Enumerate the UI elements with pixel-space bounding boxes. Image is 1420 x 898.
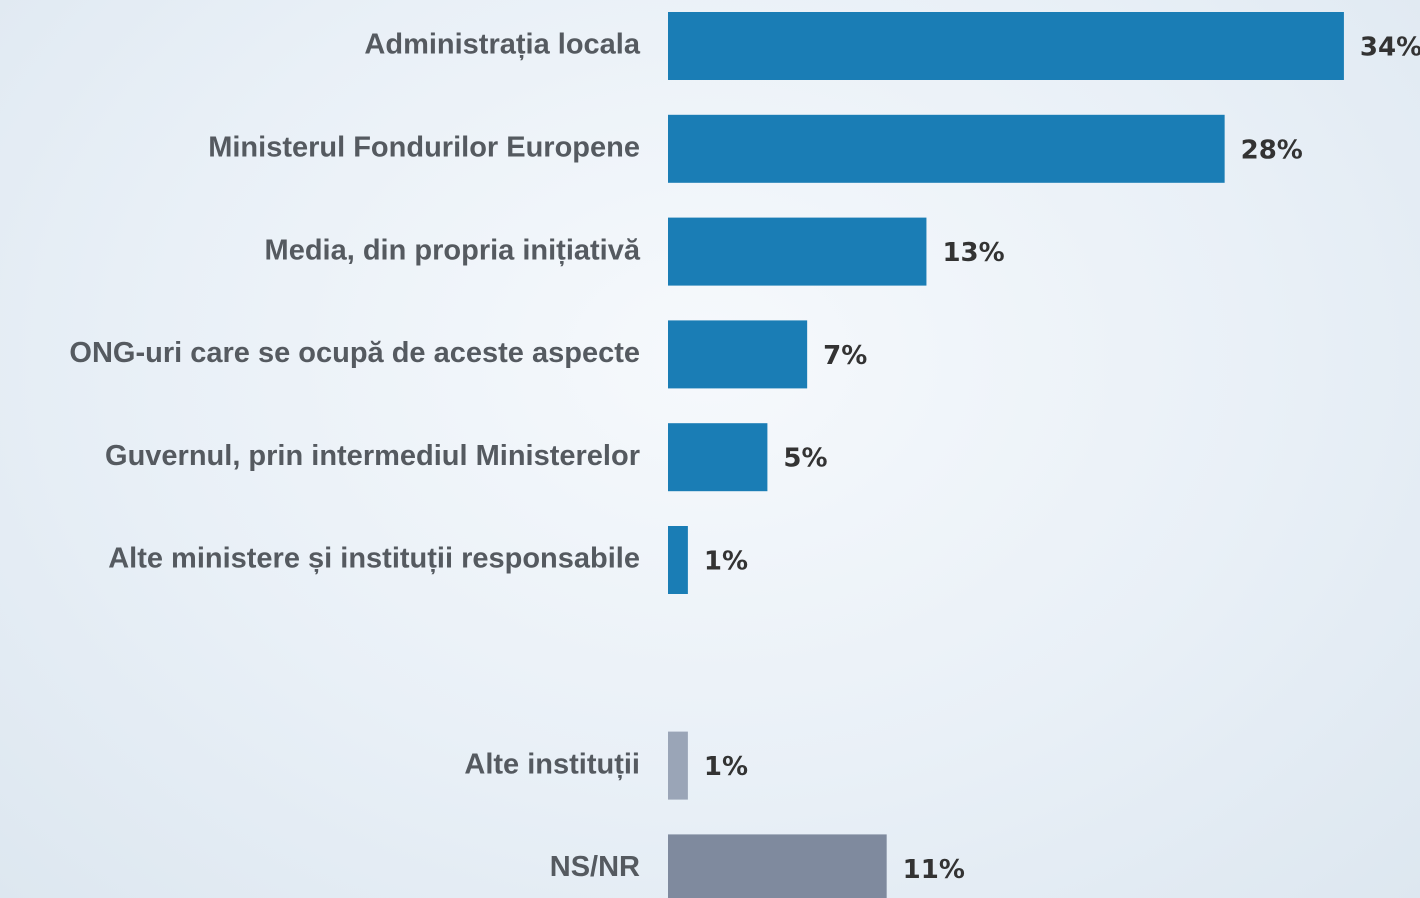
value-label: 7% (823, 341, 867, 371)
category-label: Alte instituții (464, 748, 640, 780)
category-label: Alte ministere și instituții responsabil… (108, 543, 640, 575)
value-label: 28% (1241, 135, 1303, 165)
value-label: 11% (903, 855, 965, 885)
category-label: Guvernul, prin intermediul Ministerelor (105, 440, 640, 472)
category-label: Ministerul Fondurilor Europene (208, 131, 640, 163)
bar (668, 526, 688, 594)
bar (668, 731, 688, 800)
category-label: Media, din propria inițiativă (265, 234, 641, 266)
value-label: 13% (942, 238, 1004, 268)
bar (668, 834, 887, 898)
value-label: 34% (1360, 33, 1420, 63)
category-label: Administrația locala (364, 29, 640, 61)
bar (668, 423, 768, 492)
bar (668, 217, 927, 286)
value-label: 5% (783, 444, 827, 474)
bar (668, 12, 1344, 80)
value-label: 1% (704, 752, 748, 782)
category-label: NS/NR (550, 851, 640, 883)
category-label: ONG-uri care se ocupă de aceste aspecte (69, 337, 640, 369)
bar (668, 320, 808, 389)
value-label: 1% (704, 547, 748, 577)
bar (668, 114, 1225, 183)
